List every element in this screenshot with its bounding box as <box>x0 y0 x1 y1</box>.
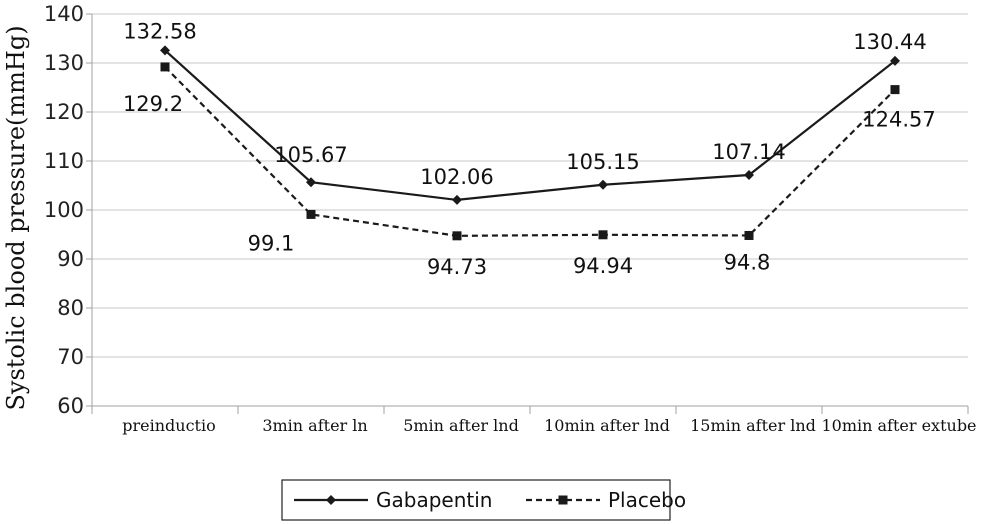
y-tick-label: 140 <box>44 2 84 26</box>
marker-placebo <box>744 230 754 240</box>
x-axis-ticks: preinductio 3min after ln 5min after lnd 10… <box>122 416 976 435</box>
legend-label-gabapentin: Gabapentin <box>376 488 492 512</box>
data-label-gabapentin: 130.44 <box>853 30 926 54</box>
axes <box>86 13 969 414</box>
marker-gabapentin <box>306 177 316 188</box>
series-line-gabapentin <box>164 49 896 202</box>
x-tick-label: 10min after extube <box>821 416 976 435</box>
data-label-gabapentin: 102.06 <box>420 165 493 189</box>
y-tick-label: 110 <box>44 149 84 173</box>
data-label-placebo: 99.1 <box>248 231 295 255</box>
x-tick-label: 10min after lnd <box>544 416 670 435</box>
data-label-gabapentin: 132.58 <box>123 19 196 43</box>
marker-placebo <box>452 231 462 241</box>
marker-placebo <box>160 62 170 72</box>
marker-gabapentin <box>744 170 754 181</box>
legend-marker-placebo <box>558 495 568 505</box>
marker-gabapentin <box>160 45 170 56</box>
series-lines <box>160 45 900 241</box>
x-tick-label: 3min after ln <box>262 416 367 435</box>
gridlines <box>92 13 968 358</box>
data-labels: 132.58 105.67 102.06 105.15 107.14 130.44 129.… <box>123 19 936 278</box>
data-label-gabapentin: 107.14 <box>712 140 785 164</box>
marker-gabapentin <box>452 194 462 205</box>
data-label-placebo: 124.57 <box>862 108 935 132</box>
data-label-placebo: 94.73 <box>427 255 487 279</box>
y-tick-label: 100 <box>44 198 84 222</box>
marker-placebo <box>890 85 900 95</box>
y-tick-label: 120 <box>44 100 84 124</box>
data-label-placebo: 94.8 <box>724 250 771 274</box>
y-tick-label: 130 <box>44 51 84 75</box>
x-tick-label: 5min after lnd <box>403 416 519 435</box>
y-tick-label: 90 <box>57 247 84 271</box>
data-label-placebo: 94.94 <box>573 254 633 278</box>
data-label-placebo: 129.2 <box>123 92 183 116</box>
y-axis-label: Systolic blood pressure(mmHg) <box>2 25 30 410</box>
legend-label-placebo: Placebo <box>608 488 686 512</box>
legend-marker-gabapentin <box>326 495 336 505</box>
y-tick-label: 80 <box>57 296 84 320</box>
marker-gabapentin <box>890 55 900 66</box>
marker-gabapentin <box>598 179 608 190</box>
series-line-placebo <box>164 66 896 237</box>
data-label-gabapentin: 105.15 <box>566 150 639 174</box>
data-label-gabapentin: 105.67 <box>274 143 347 167</box>
x-tick-label: 15min after lnd <box>690 416 816 435</box>
y-tick-label: 60 <box>57 394 84 418</box>
marker-placebo <box>306 209 316 219</box>
marker-placebo <box>598 230 608 240</box>
y-axis-ticks: 60 70 80 90 100 110 120 130 140 <box>44 2 84 418</box>
legend: Gabapentin Placebo <box>281 479 686 521</box>
y-tick-label: 70 <box>57 345 84 369</box>
x-tick-label: preinductio <box>122 416 215 435</box>
